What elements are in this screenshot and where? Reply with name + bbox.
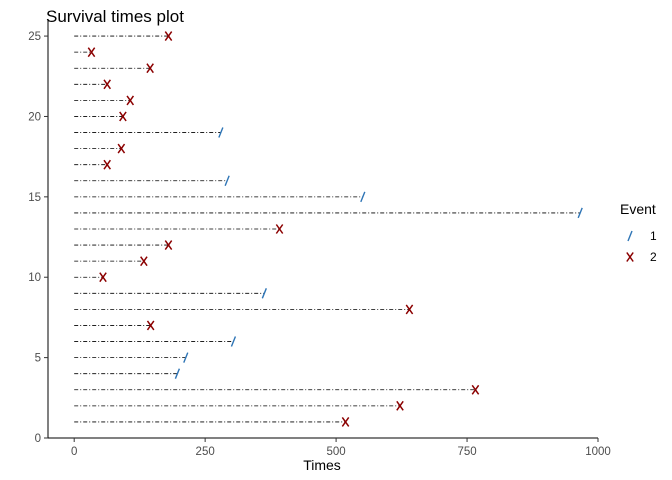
y-tick-label: 20 xyxy=(28,111,41,123)
y-tick-label: 0 xyxy=(35,433,41,445)
y-axis-ticks: 0 5 10 15 20 25 xyxy=(28,31,48,445)
legend-marker-2 xyxy=(626,252,634,262)
marker-stroke-b xyxy=(146,63,154,74)
event-marker-18 xyxy=(117,143,126,154)
event-marker-13 xyxy=(275,224,284,234)
event-marker-17 xyxy=(103,159,112,170)
legend-title: Event xyxy=(620,201,656,217)
event-marker-1 xyxy=(341,416,350,427)
marker-stroke-b xyxy=(405,304,414,315)
event-marker-23 xyxy=(146,63,154,74)
legend-label-1: 1 xyxy=(650,229,657,243)
x-tick-label: 1000 xyxy=(585,446,611,458)
marker-stroke-b xyxy=(117,143,126,154)
event-marker-12 xyxy=(164,240,173,251)
marker-stroke-b xyxy=(103,159,112,170)
event-markers xyxy=(87,31,583,427)
event-marker-25 xyxy=(164,31,173,42)
marker-stroke-b xyxy=(119,111,127,122)
event-marker-8 xyxy=(405,304,414,315)
legend-entries: 12 xyxy=(626,229,657,264)
event-marker-9 xyxy=(261,288,267,299)
marker-stroke-b xyxy=(87,47,96,58)
x-tick-label: 750 xyxy=(457,446,476,458)
event-marker-2 xyxy=(396,400,404,411)
y-tick-label: 25 xyxy=(28,31,41,43)
plot-area: 0 5 10 15 20 25 0 250 500 750 1000 xyxy=(28,20,611,458)
legend-label-2: 2 xyxy=(650,250,657,264)
x-tick-label: 500 xyxy=(327,446,346,458)
marker-stroke-b xyxy=(164,240,173,251)
event-marker-22 xyxy=(103,79,112,90)
event-marker-5 xyxy=(183,352,189,363)
event-marker-7 xyxy=(146,320,155,331)
event-marker-19 xyxy=(218,127,224,138)
event-marker-21 xyxy=(126,95,135,106)
event-marker-24 xyxy=(87,47,96,58)
x-tick-label: 0 xyxy=(71,446,77,458)
event-marker-6 xyxy=(230,336,237,347)
marker-stroke-b xyxy=(103,79,112,90)
marker-stroke-b xyxy=(275,224,284,234)
y-tick-label: 5 xyxy=(35,353,41,365)
marker-stroke-b xyxy=(471,384,480,395)
x-tick-label: 250 xyxy=(196,446,215,458)
y-tick-label: 15 xyxy=(28,192,41,204)
x-axis-title: Times xyxy=(303,457,341,473)
marker-stroke-b xyxy=(164,31,173,42)
marker-stroke-b xyxy=(99,272,107,283)
event-marker-10 xyxy=(99,272,107,283)
subject-segments xyxy=(74,35,581,423)
event-marker-11 xyxy=(140,256,148,267)
legend-marker-1 xyxy=(627,230,633,242)
marker-stroke-b xyxy=(140,256,148,267)
marker-stroke-b xyxy=(396,400,404,411)
marker-stroke-b xyxy=(626,252,634,262)
event-marker-3 xyxy=(471,384,480,395)
marker-stroke-b xyxy=(341,416,350,427)
event-marker-14 xyxy=(577,207,583,219)
legend: Event 12 xyxy=(620,201,657,264)
event-marker-15 xyxy=(360,191,366,203)
x-axis-ticks: 0 250 500 750 1000 xyxy=(71,438,611,458)
event-marker-20 xyxy=(119,111,127,122)
chart-title: Survival times plot xyxy=(46,7,184,26)
marker-stroke-b xyxy=(126,95,135,106)
event-marker-16 xyxy=(224,175,230,187)
marker-stroke-b xyxy=(146,320,155,331)
event-marker-4 xyxy=(174,368,181,379)
y-tick-label: 10 xyxy=(28,272,41,284)
